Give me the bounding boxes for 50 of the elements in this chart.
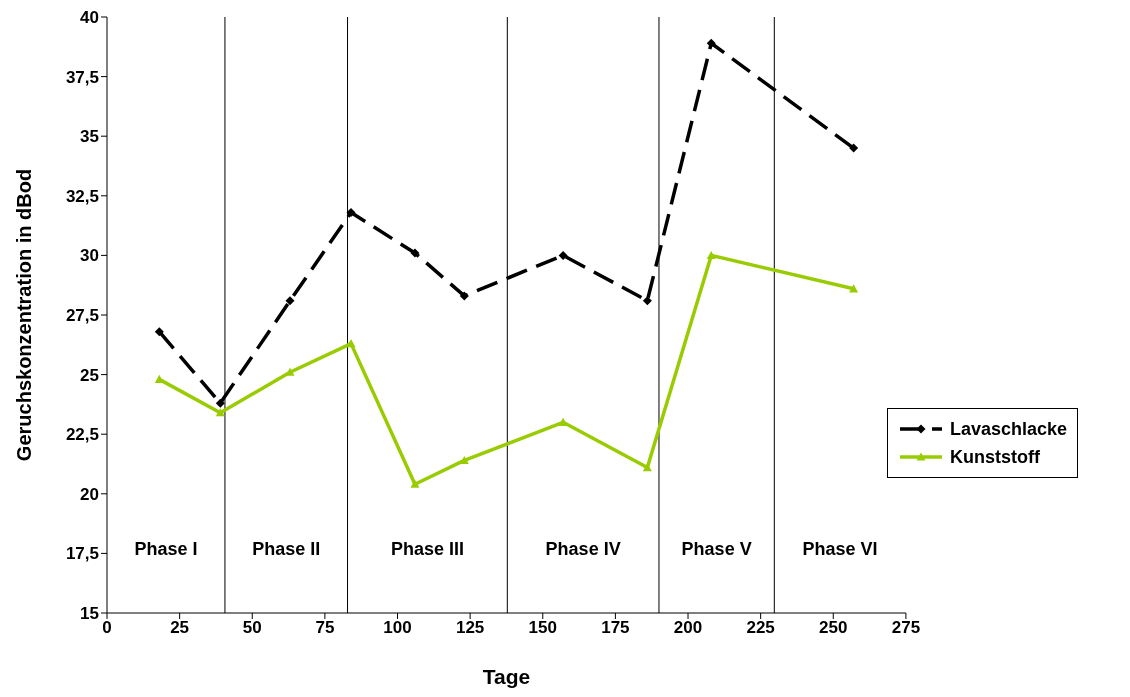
x-tick-label: 100 [383, 618, 412, 638]
x-axis-title: Tage [482, 665, 531, 688]
point [215, 398, 225, 408]
point [459, 291, 469, 301]
y-tick-label: 22,5 [65, 425, 99, 445]
y-tick-label: 32,5 [65, 186, 99, 206]
point [346, 207, 356, 217]
annotation: Phase I [134, 539, 198, 559]
legend-label: Kunststoff [949, 446, 1040, 469]
point [849, 143, 859, 153]
point [849, 284, 859, 293]
point [706, 38, 716, 48]
x-tick-label: 125 [455, 618, 485, 638]
x-tick-label: 175 [601, 618, 630, 638]
point [410, 479, 420, 488]
y-tick-label: 20 [80, 484, 99, 504]
legend-label: Lavaschlacke [949, 418, 1067, 441]
y-tick-label: 17,5 [65, 544, 99, 564]
y-tick-label: 40 [80, 8, 99, 28]
point [642, 296, 652, 306]
x-tick-label: 275 [891, 618, 921, 638]
x-tick-label: 200 [673, 618, 703, 638]
y-tick-label: 35 [80, 127, 99, 147]
y-tick-label: 30 [80, 246, 99, 266]
point [346, 339, 356, 348]
x-tick-label: 0 [102, 618, 112, 638]
point [285, 296, 295, 306]
y-tick-label: 25 [80, 365, 99, 385]
y-tick-label: 15 [80, 604, 99, 624]
point [642, 463, 652, 472]
annotation: Phase II [252, 539, 321, 559]
point [154, 327, 164, 337]
point [215, 408, 225, 417]
annotation: Phase III [390, 539, 464, 559]
y-axis-title: Geruchskonzentration in dBod [13, 168, 36, 462]
x-tick-label: 25 [170, 618, 190, 638]
x-tick-label: 75 [315, 618, 335, 638]
annotation: Phase V [681, 539, 752, 559]
x-tick-label: 50 [242, 618, 262, 638]
point [706, 250, 716, 259]
x-tick-label: 225 [746, 618, 775, 638]
point [558, 250, 568, 260]
y-tick-label: 37,5 [65, 67, 99, 87]
annotation: Phase IV [545, 539, 621, 559]
x-tick-label: 150 [528, 618, 557, 638]
y-tick-label: 27,5 [65, 306, 99, 326]
point [410, 248, 420, 258]
annotation: Phase VI [802, 539, 878, 559]
x-tick-label: 250 [819, 618, 848, 638]
point [558, 417, 568, 426]
